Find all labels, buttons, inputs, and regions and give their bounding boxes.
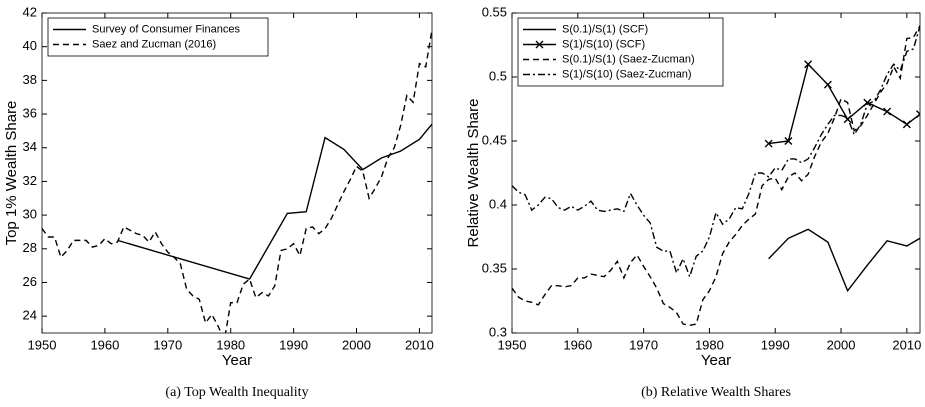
plot-frame <box>41 12 433 334</box>
legend-label: S(1)/S(10) (SCF) <box>562 38 645 50</box>
x-tick-label: 1970 <box>629 337 658 352</box>
line <box>512 25 920 327</box>
legend: S(0.1)/S(1) (SCF) S(1)/S(10) (SCF) S(0.1)/… <box>517 17 724 87</box>
x-tick-label: 1970 <box>153 337 182 352</box>
marker <box>764 139 773 148</box>
y-tick-label: 32 <box>23 173 37 188</box>
x-tick-label: 1950 <box>28 337 57 352</box>
legend-label: Saez and Zucman (2016) <box>92 38 216 50</box>
x-tick-label: 1960 <box>90 337 119 352</box>
x-tick-label: 1980 <box>695 337 724 352</box>
y-tick-label: 0.5 <box>489 68 507 83</box>
marker <box>916 110 920 119</box>
y-tick-label: 36 <box>23 105 37 120</box>
y-tick-label: 34 <box>23 139 37 154</box>
marker <box>902 120 911 129</box>
plot-area <box>42 29 432 333</box>
y-tick-label: 24 <box>23 308 37 323</box>
marker <box>863 98 872 107</box>
legend-label: S(0.1)/S(1) (SCF) <box>562 23 648 35</box>
x-tick-label: 1990 <box>279 337 308 352</box>
x-tick-label: 1950 <box>498 337 527 352</box>
marker <box>883 107 892 116</box>
plot-frame <box>511 12 921 334</box>
y-tick-label: 28 <box>23 240 37 255</box>
y-tick-label: 0.35 <box>482 260 507 275</box>
y-tick-label: 0.55 <box>482 4 507 19</box>
x-tick-label: 2010 <box>405 337 434 352</box>
plot-area <box>512 25 920 327</box>
x-tick-label: 1990 <box>761 337 790 352</box>
y-tick-label: 38 <box>23 72 37 87</box>
y-tick-label: 0.45 <box>482 132 507 147</box>
legend: Survey of Consumer Finances Saez and Zucm… <box>47 17 269 57</box>
line <box>768 62 920 145</box>
legend-label: S(1)/S(10) (Saez-Zucman) <box>562 68 692 80</box>
marker <box>804 60 813 69</box>
line <box>117 123 432 280</box>
y-tick-label: 26 <box>23 274 37 289</box>
x-tick-label: 2000 <box>342 337 371 352</box>
x-axis-label: Year <box>701 352 731 369</box>
line <box>512 25 920 279</box>
line <box>768 228 920 293</box>
marker <box>823 80 832 89</box>
y-tick-label: 0.4 <box>489 196 507 211</box>
marker <box>784 137 793 145</box>
chart: 1950 1960 1970 1980 1990 2000 2010 0.3 0.35 0.4 0.… <box>465 4 921 400</box>
x-tick-label: 1980 <box>216 337 245 352</box>
legend-label: S(0.1)/S(1) (Saez-Zucman) <box>562 53 695 65</box>
legend-label: Survey of Consumer Finances <box>92 23 240 35</box>
caption: (b) Relative Wealth Shares <box>641 385 791 400</box>
x-tick-label: 2010 <box>892 337 921 352</box>
caption: (a) Top Wealth Inequality <box>165 385 308 400</box>
legend-marker <box>535 40 544 49</box>
y-axis-label: Top 1% Wealth Share <box>3 101 20 246</box>
line <box>42 29 432 333</box>
y-tick-label: 42 <box>23 4 37 19</box>
x-tick-label: 1960 <box>563 337 592 352</box>
x-tick-label: 2000 <box>827 337 856 352</box>
y-tick-label: 40 <box>23 38 37 53</box>
y-tick-label: 30 <box>23 207 37 222</box>
x-axis-label: Year <box>222 352 252 369</box>
legend-box <box>47 17 269 57</box>
y-axis-label: Relative Wealth Share <box>465 99 482 248</box>
y-tick-label: 0.3 <box>489 324 507 339</box>
chart: 1950 1960 1970 1980 1990 2000 2010 24 26 28 30 32 34… <box>3 4 434 400</box>
